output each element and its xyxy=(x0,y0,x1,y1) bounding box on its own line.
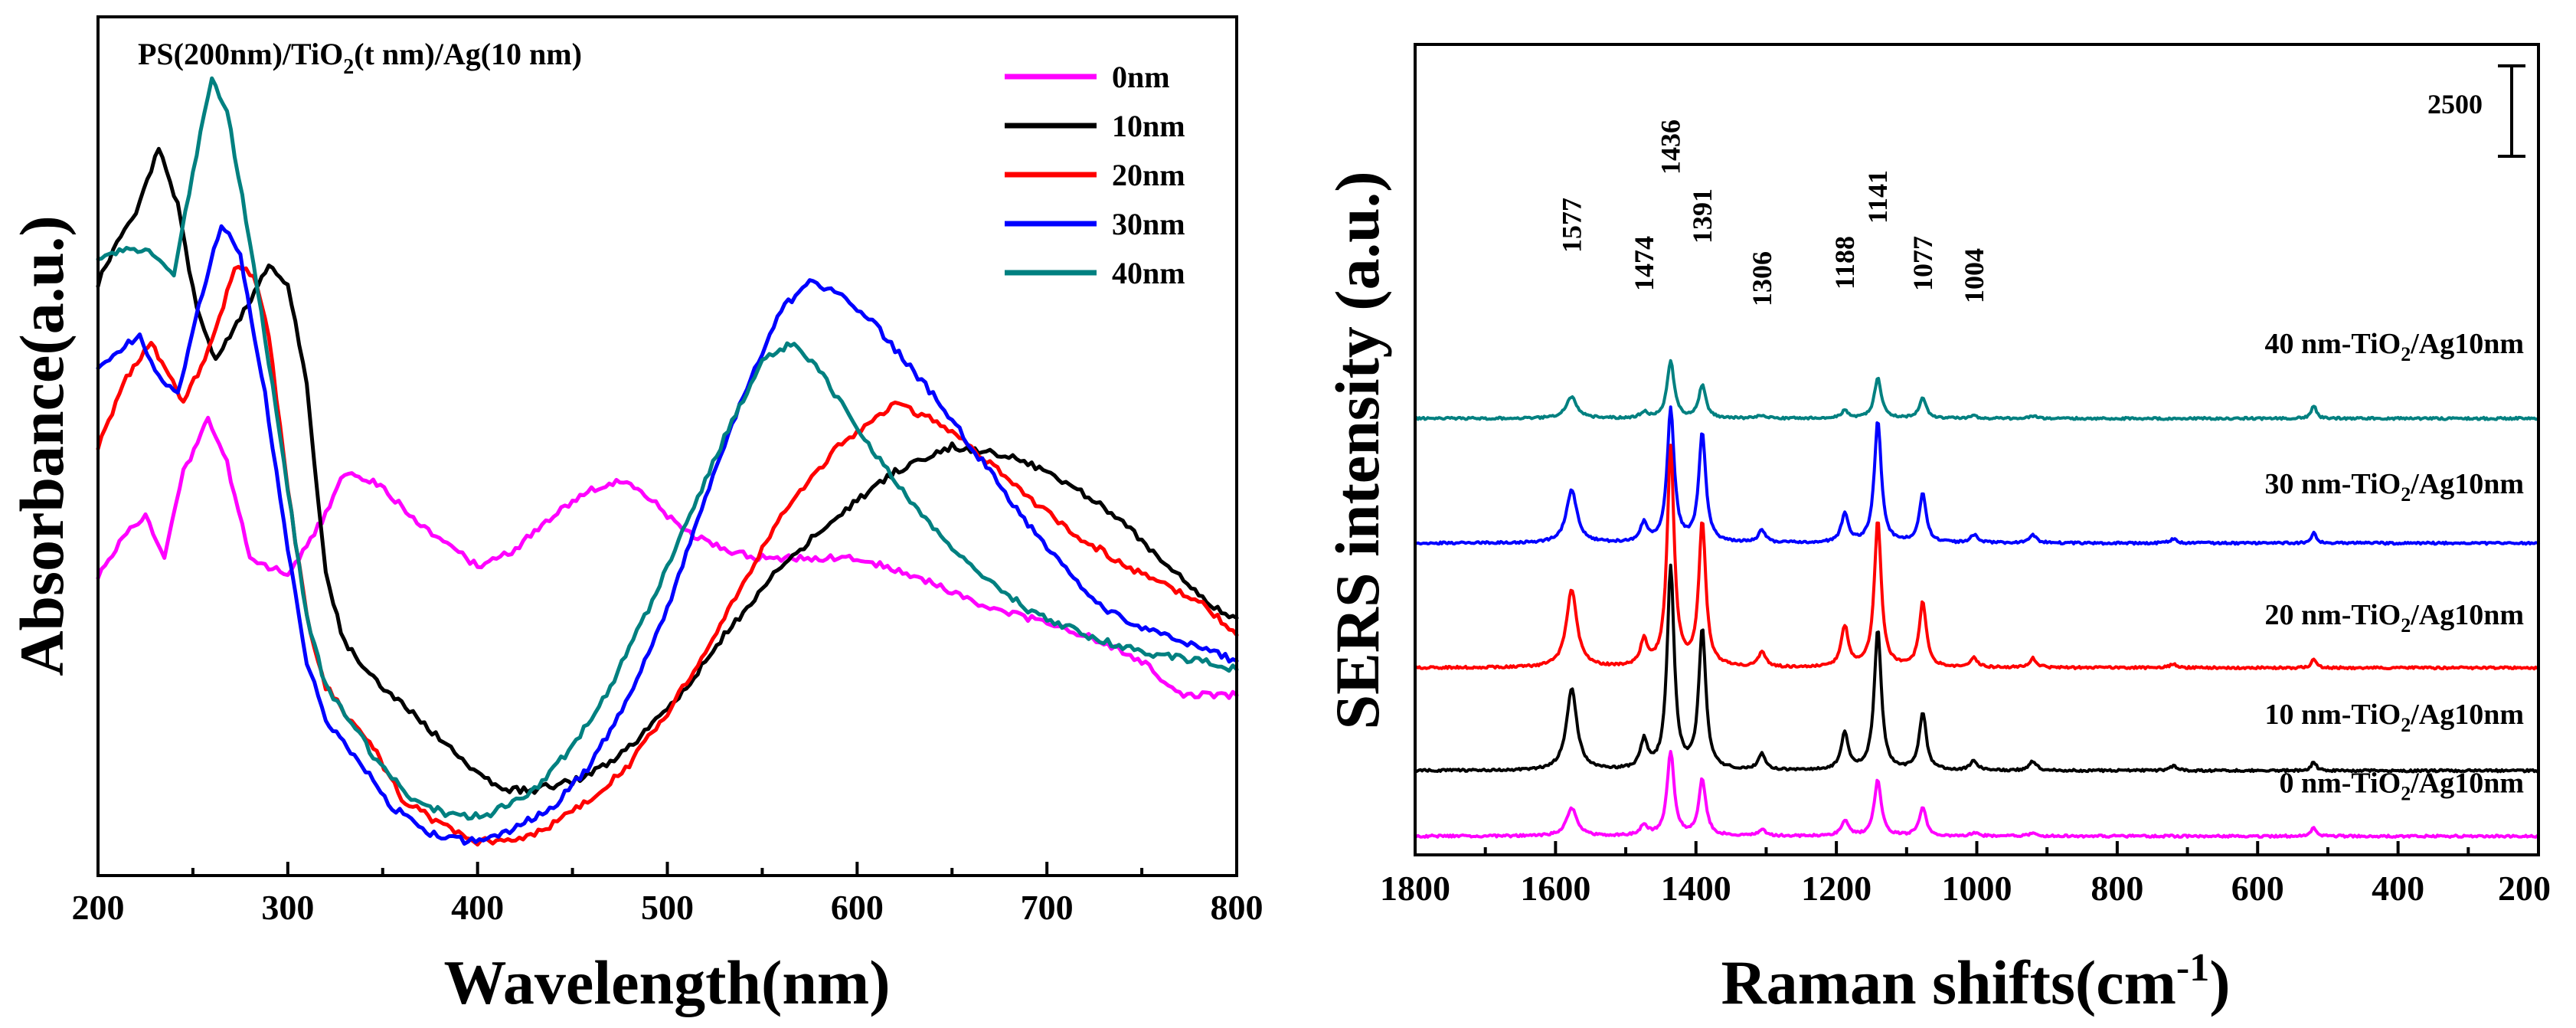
sers-peak-label-1077: 1077 xyxy=(1907,236,1938,291)
sers-x-tick-label: 200 xyxy=(2498,869,2551,908)
uv-x-tick-label: 200 xyxy=(72,888,125,927)
sers-peak-label-1474: 1474 xyxy=(1629,236,1659,291)
sers-peak-label-1577: 1577 xyxy=(1557,198,1587,253)
sers-y-axis-label: SERS intensity (a.u.) xyxy=(1322,171,1392,729)
sers-series-label: 10 nm-TiO2/Ag10nm xyxy=(2264,699,2524,736)
uv-series-line-0nm xyxy=(96,415,1239,700)
sers-series-line-1 xyxy=(1414,405,2540,546)
sers-series-labels: 40 nm-TiO2/Ag10nm 30 nm-TiO2/Ag10nm 20 nm-… xyxy=(2264,328,2524,805)
uv-x-axis-label: Wavelength(nm) xyxy=(443,948,890,1017)
sers-x-tick-label: 1200 xyxy=(1801,869,1872,908)
uv-series-group xyxy=(96,76,1239,847)
uv-x-tick-label: 800 xyxy=(1211,888,1263,927)
sers-peak-label-1436: 1436 xyxy=(1656,119,1686,175)
uv-y-axis-label: Absorbance(a.u.) xyxy=(7,215,77,676)
sers-x-tick-label: 400 xyxy=(2372,869,2424,908)
uv-series-line-10nm xyxy=(96,146,1239,795)
scale-bar: 2500 xyxy=(2427,64,2525,158)
sers-peak-label-1004: 1004 xyxy=(1959,248,1989,303)
sers-x-ticks: 1800 1600 1400 1200 1000 800 600 400 200 xyxy=(1380,841,2551,908)
sers-x-tick-label: 1000 xyxy=(1942,869,2012,908)
uv-x-tick-label: 400 xyxy=(451,888,504,927)
sers-x-tick-label: 1800 xyxy=(1380,869,1450,908)
sers-peak-label-1391: 1391 xyxy=(1687,188,1718,244)
uv-legend-label: 10nm xyxy=(1112,109,1185,143)
uv-x-tick-label: 500 xyxy=(641,888,694,927)
sers-x-tick-label: 800 xyxy=(2091,869,2143,908)
uv-x-ticks: 200 300 400 500 600 700 800 xyxy=(72,862,1263,927)
uv-title: PS(200nm)/TiO2(t nm)/Ag(10 nm) xyxy=(138,37,582,79)
sers-series-line-4 xyxy=(1414,750,2540,839)
uv-x-tick-label: 700 xyxy=(1021,888,1074,927)
sers-series-line-2 xyxy=(1414,444,2540,671)
sers-chart: 1800 1600 1400 1200 1000 800 600 400 200 1577 147… xyxy=(1322,43,2551,1017)
uv-legend-label: 0nm xyxy=(1112,60,1170,94)
uv-x-tick-label: 300 xyxy=(261,888,314,927)
uv-legend-label: 30nm xyxy=(1112,207,1185,241)
uv-series-line-30nm xyxy=(96,224,1239,846)
sers-x-tick-label: 1600 xyxy=(1520,869,1590,908)
sers-peak-label-1188: 1188 xyxy=(1829,236,1860,290)
uv-legend-label: 40nm xyxy=(1112,256,1185,290)
uv-legend: 0nm 10nm 20nm 30nm 40nm xyxy=(1005,60,1185,290)
sers-x-axis-label: Raman shifts(cm-1) xyxy=(1721,946,2230,1017)
sers-series-line-3 xyxy=(1414,563,2540,774)
sers-series-line-0 xyxy=(1414,358,2540,421)
sers-series-label: 30 nm-TiO2/Ag10nm xyxy=(2264,468,2524,506)
sers-series-label: 0 nm-TiO2/Ag10nm xyxy=(2279,768,2524,805)
sers-peak-label-1141: 1141 xyxy=(1862,170,1893,224)
sers-series-label: 20 nm-TiO2/Ag10nm xyxy=(2264,599,2524,637)
uv-legend-label: 20nm xyxy=(1112,158,1185,192)
sers-x-tick-label: 1400 xyxy=(1661,869,1731,908)
sers-series-label: 40 nm-TiO2/Ag10nm xyxy=(2264,328,2524,365)
scale-bar-label: 2500 xyxy=(2427,89,2483,119)
sers-x-tick-label: 600 xyxy=(2231,869,2284,908)
uv-vis-chart: 200 300 400 500 600 700 800 PS(200nm)/TiO2(t n… xyxy=(7,15,1263,1017)
sers-peak-label-1306: 1306 xyxy=(1747,251,1777,306)
uv-series-line-40nm xyxy=(96,76,1239,821)
sers-series-group xyxy=(1414,358,2540,839)
uv-x-tick-label: 600 xyxy=(831,888,884,927)
